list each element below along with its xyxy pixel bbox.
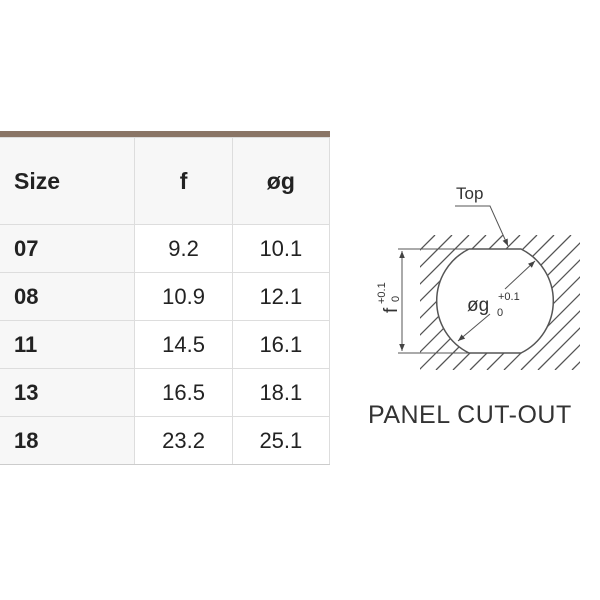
f-tol-lower: 0: [390, 296, 402, 302]
table-row: 11 14.5 16.1: [0, 320, 331, 369]
g-tol-upper: +0.1: [498, 291, 520, 303]
table-header-row: Size f øg: [0, 137, 331, 225]
table-row: 08 10.9 12.1: [0, 272, 331, 321]
cell-size: 18: [0, 416, 136, 465]
cutout-outline: [436, 248, 554, 354]
hatching: [420, 235, 580, 370]
cell-size: 13: [0, 368, 136, 417]
cell-size: 08: [0, 272, 136, 321]
cell-f: 10.9: [134, 272, 233, 321]
f-label: f: [381, 307, 402, 313]
top-leader-line: [455, 205, 509, 247]
cell-f: 14.5: [134, 320, 233, 369]
cell-g: 10.1: [231, 224, 331, 273]
cell-g: 16.1: [231, 320, 331, 369]
g-label: øg: [467, 295, 489, 316]
top-label: Top: [456, 184, 483, 203]
table-header-bar: [0, 131, 330, 137]
g-dimension-arrow: [504, 260, 536, 290]
table-row: 18 23.2 25.1: [0, 416, 331, 465]
cell-g: 12.1: [231, 272, 331, 321]
diagram-caption: PANEL CUT-OUT: [368, 401, 572, 429]
cell-size: 11: [0, 320, 136, 369]
cell-size: 07: [0, 224, 136, 273]
header-size: Size: [0, 137, 136, 225]
size-table: Size f øg 07 9.2 10.1 08 10.9 12.1 11 14.5 16.…: [0, 137, 331, 465]
cell-f: 23.2: [134, 416, 233, 465]
f-tol-upper: +0.1: [376, 282, 388, 304]
cell-g: 25.1: [231, 416, 331, 465]
g-tol-lower: 0: [497, 307, 503, 319]
table-row: 07 9.2 10.1: [0, 224, 331, 273]
